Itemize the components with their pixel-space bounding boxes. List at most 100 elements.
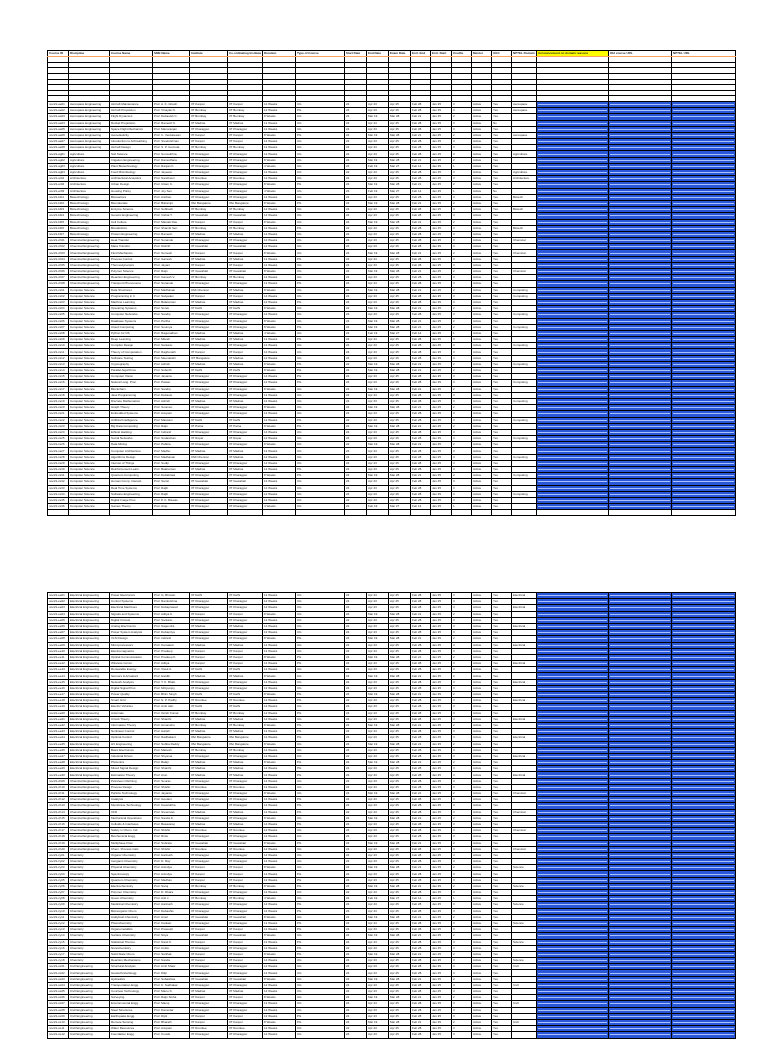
url-link[interactable] <box>538 215 607 217</box>
url-link[interactable] <box>610 656 670 658</box>
url-link[interactable] <box>538 848 607 850</box>
url-link[interactable] <box>610 438 670 440</box>
url-link[interactable] <box>538 892 607 894</box>
url-link[interactable] <box>538 178 607 180</box>
url-link[interactable] <box>538 252 607 254</box>
table-row[interactable]: noc21-bt03 Biotechnology Enzyme Science Pro… <box>47 206 736 214</box>
url-link[interactable] <box>673 388 734 390</box>
url-link[interactable] <box>673 718 734 720</box>
url-link[interactable] <box>538 469 607 471</box>
url-link[interactable] <box>673 687 734 689</box>
url-link[interactable] <box>538 947 607 949</box>
url-link[interactable] <box>673 357 734 359</box>
url-link[interactable] <box>610 425 670 427</box>
url-link[interactable] <box>538 388 607 390</box>
url-link[interactable] <box>610 419 670 421</box>
url-link[interactable] <box>610 947 670 949</box>
table-cell[interactable]: Apr 23 <box>366 1031 389 1039</box>
url-link[interactable] <box>538 314 607 316</box>
table-row[interactable]: noc21-cs26 Computer Science Data Mining Pro… <box>47 441 736 449</box>
url-link[interactable] <box>673 302 734 304</box>
url-link[interactable] <box>610 613 670 615</box>
url-link[interactable] <box>610 923 670 925</box>
url-link[interactable] <box>610 749 670 751</box>
url-link[interactable] <box>538 425 607 427</box>
url-link[interactable] <box>673 1034 734 1036</box>
url-link[interactable] <box>610 407 670 409</box>
url-link[interactable] <box>673 619 734 621</box>
url-link[interactable] <box>538 656 607 658</box>
url-link[interactable] <box>673 1022 734 1024</box>
table-row[interactable]: noc21-cy05 Chemistry Quantum Chemistry Prof… <box>47 876 736 884</box>
url-link[interactable] <box>673 632 734 634</box>
url-link[interactable] <box>673 431 734 433</box>
url-link[interactable] <box>538 320 607 322</box>
url-link[interactable] <box>673 289 734 291</box>
url-link[interactable] <box>673 264 734 266</box>
url-link[interactable] <box>673 830 734 832</box>
url-link[interactable] <box>538 706 607 708</box>
url-link[interactable] <box>673 1003 734 1005</box>
url-link[interactable] <box>610 147 670 149</box>
url-link[interactable] <box>673 842 734 844</box>
url-link[interactable] <box>538 1009 607 1011</box>
url-link[interactable] <box>610 401 670 403</box>
table-row[interactable]: noc21-ae08 Aerospace Engineering Aircraft … <box>47 144 736 152</box>
url-link[interactable] <box>610 879 670 881</box>
url-link[interactable] <box>610 308 670 310</box>
url-link[interactable] <box>538 487 607 489</box>
url-link[interactable] <box>673 923 734 925</box>
url-link[interactable] <box>673 916 734 918</box>
url-link[interactable] <box>673 283 734 285</box>
url-link[interactable] <box>610 493 670 495</box>
url-link[interactable] <box>538 929 607 931</box>
url-link[interactable] <box>538 824 607 826</box>
table-row[interactable]: noc21-ch07 Chemical Engineering Reaction E… <box>47 274 736 282</box>
url-link[interactable] <box>538 638 607 640</box>
url-link[interactable] <box>673 929 734 931</box>
table-row[interactable]: noc21-ee14 Electrical Engineering Sensors … <box>47 672 736 680</box>
url-link[interactable] <box>610 388 670 390</box>
url-link[interactable] <box>538 240 607 242</box>
url-link[interactable] <box>610 475 670 477</box>
url-link[interactable] <box>610 626 670 628</box>
url-link[interactable] <box>673 749 734 751</box>
url-link[interactable] <box>673 861 734 863</box>
url-link[interactable] <box>673 656 734 658</box>
url-link[interactable] <box>610 159 670 161</box>
url-link[interactable] <box>673 1028 734 1030</box>
url-link[interactable] <box>610 481 670 483</box>
url-link[interactable] <box>538 978 607 980</box>
table-row[interactable]: noc21-ch19 Chemical Engineering Multiphase… <box>47 839 736 847</box>
url-link[interactable] <box>673 481 734 483</box>
url-link[interactable] <box>538 122 607 124</box>
url-link[interactable] <box>673 731 734 733</box>
url-link[interactable] <box>538 401 607 403</box>
url-link[interactable] <box>538 221 607 223</box>
url-link[interactable] <box>610 817 670 819</box>
url-link[interactable] <box>538 295 607 297</box>
table-row[interactable]: noc21-ae05 Aerospace Engineering Space Fli… <box>47 125 736 133</box>
url-link[interactable] <box>610 768 670 770</box>
url-link[interactable] <box>610 227 670 229</box>
url-link[interactable] <box>673 941 734 943</box>
url-link[interactable] <box>673 419 734 421</box>
url-link[interactable] <box>673 601 734 603</box>
url-link[interactable] <box>610 1028 670 1030</box>
column-header[interactable]: NPTEL URL <box>671 49 736 58</box>
url-link[interactable] <box>538 289 607 291</box>
url-link[interactable] <box>610 762 670 764</box>
url-link[interactable] <box>673 196 734 198</box>
url-link[interactable] <box>673 650 734 652</box>
url-link[interactable] <box>538 1003 607 1005</box>
table-row[interactable]: noc21-cs28 Computer Science Algorithms Des… <box>47 453 736 461</box>
table-row[interactable]: noc21-cs11 Computer Science Theory of Comp… <box>47 348 736 356</box>
url-link[interactable] <box>610 848 670 850</box>
url-link[interactable] <box>538 718 607 720</box>
table-cell[interactable]: noc21-ce12 <box>47 1031 69 1039</box>
url-link[interactable] <box>538 830 607 832</box>
url-link[interactable] <box>673 314 734 316</box>
url-link[interactable] <box>673 339 734 341</box>
url-link[interactable] <box>538 184 607 186</box>
table-row[interactable]: noc21-cy16 Chemistry Nanochemistry Prof. Am… <box>47 944 736 952</box>
